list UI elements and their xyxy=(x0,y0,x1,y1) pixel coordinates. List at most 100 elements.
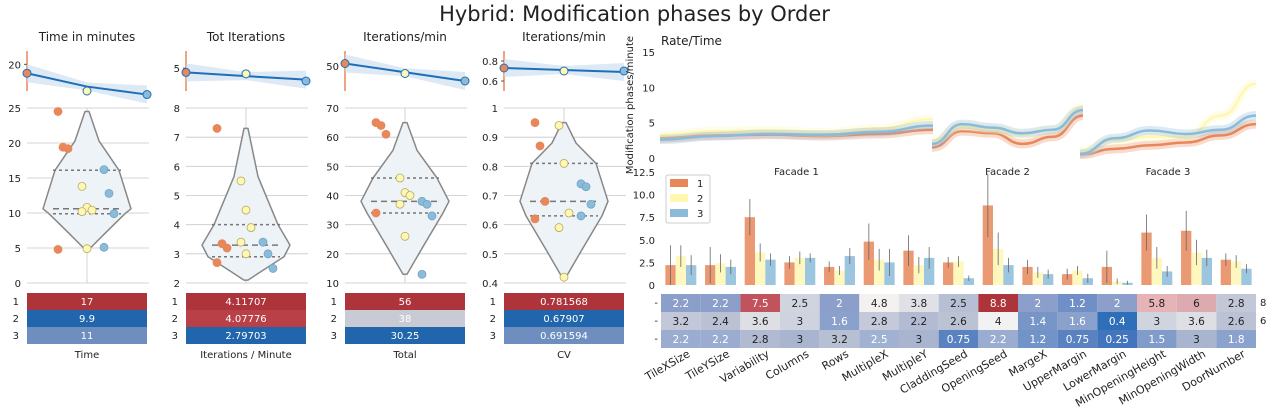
table-cell xyxy=(780,312,820,330)
table-cell xyxy=(1057,330,1098,348)
data-point-order-1 xyxy=(53,244,63,254)
y-tick-label: 20 xyxy=(8,139,21,150)
y-tick-label: 1 xyxy=(492,104,498,115)
legend-label: 3 xyxy=(697,209,703,220)
y-tick-label: 0.5 xyxy=(482,250,498,261)
y-tick-label: 0.8 xyxy=(482,162,498,173)
table-row-dash: - xyxy=(654,298,658,309)
data-point-order-1 xyxy=(535,141,545,151)
top-y-tick-label: 0.8 xyxy=(482,57,498,68)
table-cell-value: 2 xyxy=(1034,298,1041,310)
data-point-order-3 xyxy=(417,269,427,279)
data-point-order-2 xyxy=(559,272,569,282)
table-cell xyxy=(27,327,147,344)
table-cell-value: 6 xyxy=(1193,298,1200,310)
table-cell xyxy=(700,312,741,330)
table-cell-value: 2.2 xyxy=(712,298,729,310)
table-cell xyxy=(1176,312,1217,330)
table-cell-value: 2 xyxy=(836,298,843,310)
bar-MultipleY-order-2 xyxy=(913,265,924,285)
y-tick-label: 10.0 xyxy=(633,191,655,202)
table-cell xyxy=(186,310,306,327)
table-right-label: 6 xyxy=(1260,316,1266,327)
y-tick-label: 0.7 xyxy=(482,192,498,203)
table-cell-value: 2.2 xyxy=(990,334,1007,346)
data-point-order-3 xyxy=(263,249,273,259)
data-point-order-3 xyxy=(576,211,586,221)
table-cell xyxy=(700,330,741,348)
x-tick-label: Columns xyxy=(763,347,811,382)
table-cell-value: 2.2 xyxy=(712,334,729,346)
y-tick-label: 70 xyxy=(326,104,339,115)
table-cell-value: 3 xyxy=(1193,334,1200,346)
panel-xlabel: CV xyxy=(557,350,571,361)
bar-Variability-order-1 xyxy=(744,217,756,285)
table-cell-value: 2.8 xyxy=(1228,298,1245,310)
table-cell-value: 3.8 xyxy=(910,298,927,310)
data-point-order-2 xyxy=(246,223,256,232)
table-cell-value: 4 xyxy=(995,316,1002,328)
table-cell-value: 0.75 xyxy=(1066,334,1089,346)
table-cell-value: 30.25 xyxy=(391,331,420,342)
y-tick-label: 7.5 xyxy=(639,213,655,224)
data-point-order-3 xyxy=(586,199,596,209)
table-cell-value: 1.5 xyxy=(1148,334,1165,346)
trend-confidence-band xyxy=(27,64,147,104)
trend-point xyxy=(619,66,629,76)
bar-Variability-order-2 xyxy=(755,252,766,285)
data-point-order-2 xyxy=(241,249,251,259)
table-cell xyxy=(1216,294,1256,312)
table-cell-value: 5.8 xyxy=(1148,298,1165,310)
table-cell xyxy=(1097,312,1137,330)
data-point-order-2 xyxy=(236,176,246,186)
table-cell-value: 1.8 xyxy=(1228,334,1245,346)
bar-CladdingSeed-order-2 xyxy=(953,261,964,285)
table-cell xyxy=(978,294,1018,312)
table-cell-value: 0.781568 xyxy=(540,297,588,308)
trend-point xyxy=(241,69,251,79)
table-cell-value: 8.8 xyxy=(990,298,1007,310)
data-point-order-2 xyxy=(82,244,92,254)
table-cell-value: 3 xyxy=(1153,316,1160,328)
trend-point xyxy=(340,59,350,68)
bar-CladdingSeed-order-3 xyxy=(963,278,974,285)
top-y-tick-label: 50 xyxy=(326,62,339,73)
panel-title: Iterations/min xyxy=(363,30,447,44)
y-tick-label: 10 xyxy=(642,83,655,94)
table-cell xyxy=(27,293,147,310)
series-line xyxy=(1079,114,1257,156)
table-cell-value: 3.2 xyxy=(672,316,689,328)
table-row-label: 2 xyxy=(13,314,19,325)
facet-label: Facade 1 xyxy=(774,167,819,178)
trend-point xyxy=(499,63,509,73)
table-row-label: 1 xyxy=(172,297,178,308)
panel-title: Tot Iterations xyxy=(206,30,285,44)
table-cell xyxy=(661,312,701,330)
bar-MinOpeningHeight-order-2 xyxy=(1151,257,1162,285)
y-tick-label: 10 xyxy=(326,279,339,290)
table-cell-value: 2.5 xyxy=(871,334,888,346)
panel-xlabel: Time xyxy=(74,350,99,361)
table-cell-value: 2.6 xyxy=(950,316,967,328)
trend-point xyxy=(460,76,470,86)
bar-TileYSize-order-2 xyxy=(715,263,726,285)
table-cell xyxy=(899,330,939,348)
bar-Rows-order-2 xyxy=(834,270,845,285)
table-cell-value: 0.67907 xyxy=(543,314,584,325)
table-cell-value: 0.691594 xyxy=(540,331,588,342)
bar-MinOpeningHeight-order-3 xyxy=(1161,271,1173,285)
y-tick-label: 5.0 xyxy=(639,236,655,247)
table-cell xyxy=(978,312,1018,330)
table-cell-value: 3.6 xyxy=(752,316,769,328)
violin-body xyxy=(42,110,132,251)
table-cell xyxy=(859,294,899,312)
data-point-order-2 xyxy=(395,199,405,209)
bar-MultipleY-order-3 xyxy=(923,257,935,285)
data-point-order-3 xyxy=(109,209,119,219)
bar-MultipleX-order-1 xyxy=(863,241,875,285)
table-cell xyxy=(504,327,624,344)
y-tick-label: 10 xyxy=(8,209,21,220)
bar-MinOpeningWidth-order-3 xyxy=(1201,257,1212,285)
table-cell-value: 2.5 xyxy=(950,298,967,310)
data-point-order-1 xyxy=(212,258,222,267)
